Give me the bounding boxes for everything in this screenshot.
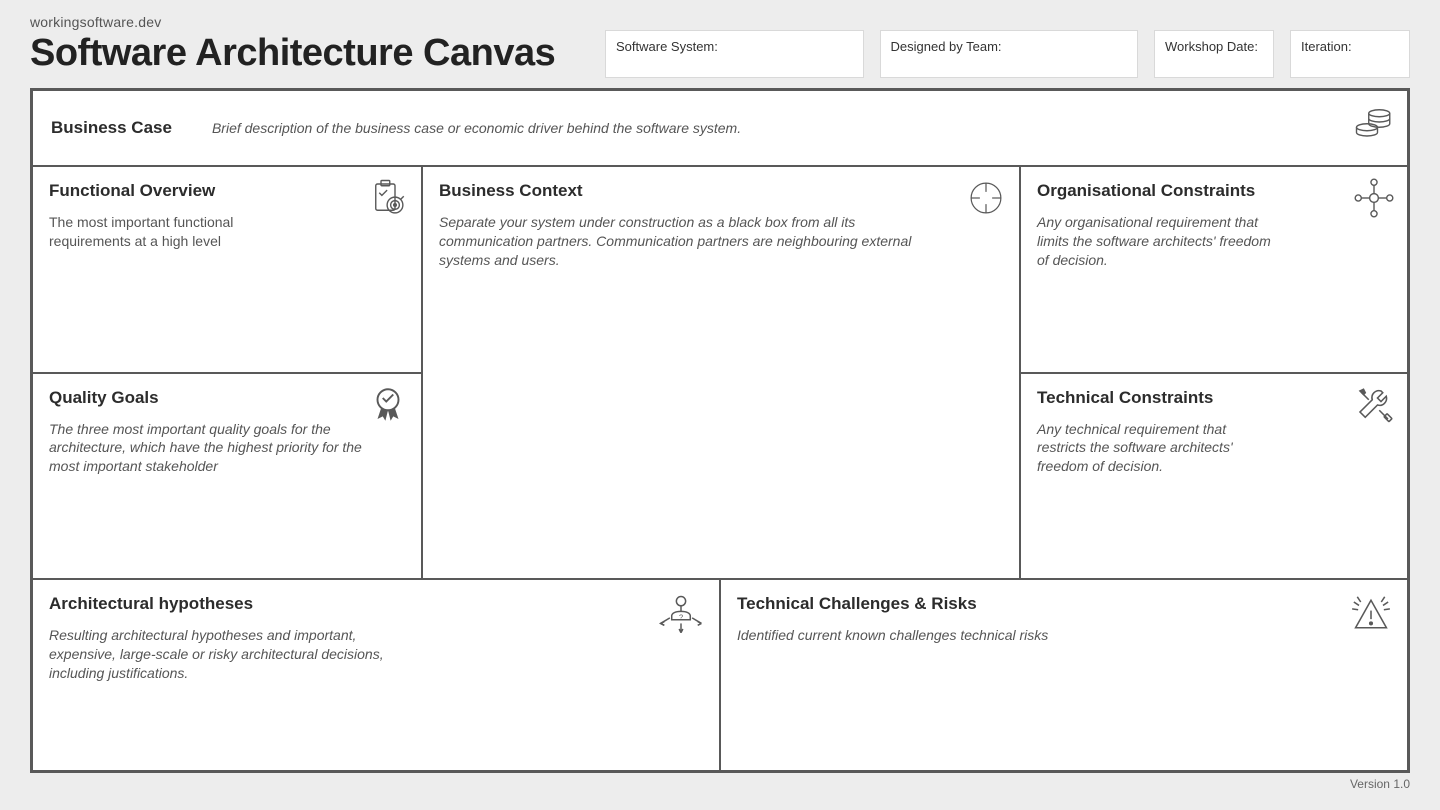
cell-tech-challenges: Technical Challenges & Risks Identified … xyxy=(720,579,1408,771)
meta-iteration[interactable]: Iteration: xyxy=(1290,30,1410,78)
crosshair-icon xyxy=(965,177,1007,219)
canvas: Business Case Brief description of the b… xyxy=(30,88,1410,773)
cell-quality-goals: Quality Goals The three most important q… xyxy=(32,373,422,580)
svg-text:?: ? xyxy=(679,613,683,622)
cell-business-context: Business Context Separate your system un… xyxy=(422,166,1020,579)
row-bottom: Architectural hypotheses Resulting archi… xyxy=(32,579,1408,771)
arch-hypotheses-title: Architectural hypotheses xyxy=(49,594,703,614)
award-icon xyxy=(367,384,409,426)
arch-hypotheses-desc: Resulting architectural hypotheses and i… xyxy=(49,626,399,683)
tech-constraints-desc: Any technical requirement that restricts… xyxy=(1037,420,1277,477)
business-case-title: Business Case xyxy=(51,118,172,138)
meta-boxes: Software System: Designed by Team: Works… xyxy=(605,30,1410,78)
title-block: workingsoftware.dev Software Architectur… xyxy=(30,14,585,75)
decision-icon: ? xyxy=(655,590,707,642)
quality-goals-desc: The three most important quality goals f… xyxy=(49,420,369,477)
cell-business-case: Business Case Brief description of the b… xyxy=(32,90,1408,166)
org-constraints-title: Organisational Constraints xyxy=(1037,181,1391,201)
tools-icon xyxy=(1353,384,1395,426)
col-left: Functional Overview The most important f… xyxy=(32,166,422,579)
tech-constraints-title: Technical Constraints xyxy=(1037,388,1391,408)
org-constraints-desc: Any organisational requirement that limi… xyxy=(1037,213,1277,270)
meta-designed-by[interactable]: Designed by Team: xyxy=(880,30,1139,78)
warning-icon xyxy=(1347,590,1395,638)
business-context-desc: Separate your system under construction … xyxy=(439,213,947,270)
tech-challenges-title: Technical Challenges & Risks xyxy=(737,594,1391,614)
clipboard-target-icon xyxy=(367,177,409,219)
row-middle: Functional Overview The most important f… xyxy=(32,166,1408,579)
main-title: Software Architecture Canvas xyxy=(30,32,585,75)
header-row: workingsoftware.dev Software Architectur… xyxy=(30,14,1410,78)
cell-arch-hypotheses: Architectural hypotheses Resulting archi… xyxy=(32,579,720,771)
quality-goals-title: Quality Goals xyxy=(49,388,405,408)
meta-software-system[interactable]: Software System: xyxy=(605,30,864,78)
business-case-desc: Brief description of the business case o… xyxy=(212,119,741,138)
coins-icon xyxy=(1353,101,1395,143)
cell-org-constraints: Organisational Constraints Any organisat… xyxy=(1020,166,1408,373)
col-right: Organisational Constraints Any organisat… xyxy=(1020,166,1408,579)
col-mid: Business Context Separate your system un… xyxy=(422,166,1020,579)
functional-overview-desc: The most important functional requiremen… xyxy=(49,213,289,251)
site-label: workingsoftware.dev xyxy=(30,14,585,30)
network-icon xyxy=(1353,177,1395,219)
row-business-case: Business Case Brief description of the b… xyxy=(32,90,1408,166)
version-label: Version 1.0 xyxy=(30,777,1410,791)
tech-challenges-desc: Identified current known challenges tech… xyxy=(737,626,1326,645)
cell-tech-constraints: Technical Constraints Any technical requ… xyxy=(1020,373,1408,580)
functional-overview-title: Functional Overview xyxy=(49,181,405,201)
cell-functional-overview: Functional Overview The most important f… xyxy=(32,166,422,373)
meta-workshop-date[interactable]: Workshop Date: xyxy=(1154,30,1274,78)
business-context-title: Business Context xyxy=(439,181,1003,201)
